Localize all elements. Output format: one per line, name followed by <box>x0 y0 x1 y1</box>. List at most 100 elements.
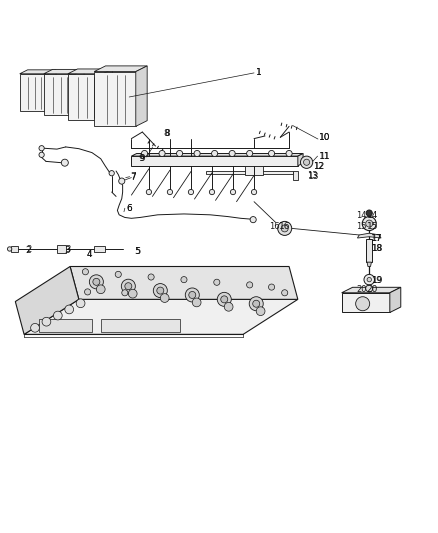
Polygon shape <box>68 69 113 74</box>
Circle shape <box>367 278 371 282</box>
Circle shape <box>362 216 376 231</box>
Text: 17: 17 <box>371 233 383 243</box>
Text: 4: 4 <box>87 250 92 259</box>
Circle shape <box>177 150 183 157</box>
Polygon shape <box>342 293 390 312</box>
Circle shape <box>82 269 88 275</box>
Text: 1: 1 <box>256 68 262 77</box>
Circle shape <box>119 178 125 184</box>
Text: 14: 14 <box>357 211 367 220</box>
Text: 16: 16 <box>279 222 291 231</box>
Circle shape <box>247 282 253 288</box>
Circle shape <box>39 152 44 157</box>
Text: 12: 12 <box>314 161 325 171</box>
Circle shape <box>89 275 103 289</box>
Circle shape <box>364 274 374 285</box>
Circle shape <box>188 189 194 195</box>
Text: 16: 16 <box>269 222 279 231</box>
Circle shape <box>282 290 288 296</box>
Polygon shape <box>44 69 84 74</box>
Text: 2: 2 <box>25 246 31 255</box>
Polygon shape <box>206 171 293 174</box>
Text: 6: 6 <box>126 204 132 213</box>
Circle shape <box>366 220 373 227</box>
Circle shape <box>214 279 220 285</box>
Text: 10: 10 <box>319 133 330 142</box>
Text: 20: 20 <box>357 285 367 294</box>
Circle shape <box>278 221 292 236</box>
Circle shape <box>221 296 228 303</box>
Polygon shape <box>20 74 48 111</box>
Circle shape <box>356 297 370 311</box>
Text: 3: 3 <box>65 245 70 254</box>
Polygon shape <box>20 70 56 74</box>
Polygon shape <box>293 171 298 180</box>
Circle shape <box>115 271 121 278</box>
Text: 9: 9 <box>139 154 145 163</box>
Polygon shape <box>68 74 103 120</box>
Text: 15: 15 <box>357 222 367 231</box>
Text: 1: 1 <box>256 68 262 77</box>
Circle shape <box>268 150 275 157</box>
Text: 19: 19 <box>372 276 384 285</box>
Polygon shape <box>131 154 303 156</box>
Circle shape <box>157 287 164 294</box>
Circle shape <box>181 277 187 282</box>
Polygon shape <box>15 266 79 334</box>
Polygon shape <box>94 71 136 126</box>
Circle shape <box>256 307 265 316</box>
Circle shape <box>65 305 74 314</box>
Circle shape <box>224 302 233 311</box>
Circle shape <box>122 290 128 296</box>
Text: 5: 5 <box>134 247 140 256</box>
Bar <box>101 319 180 332</box>
Polygon shape <box>11 246 18 252</box>
Text: 14: 14 <box>367 211 378 220</box>
Polygon shape <box>75 69 84 115</box>
Circle shape <box>7 247 12 251</box>
Text: 13: 13 <box>308 172 320 181</box>
Text: 13: 13 <box>307 171 318 180</box>
Text: 7: 7 <box>131 172 136 181</box>
Circle shape <box>148 274 154 280</box>
Polygon shape <box>70 266 298 300</box>
Text: 15: 15 <box>367 222 378 231</box>
Circle shape <box>229 150 235 157</box>
Text: 9: 9 <box>138 154 144 163</box>
Polygon shape <box>48 70 56 111</box>
Text: 10: 10 <box>319 133 330 142</box>
Circle shape <box>159 150 165 157</box>
Circle shape <box>39 146 44 151</box>
Text: 4: 4 <box>86 250 92 259</box>
Circle shape <box>281 225 288 232</box>
Circle shape <box>304 159 310 165</box>
Circle shape <box>189 292 196 298</box>
Circle shape <box>167 189 173 195</box>
Polygon shape <box>367 262 371 266</box>
Circle shape <box>247 150 253 157</box>
Circle shape <box>185 288 199 302</box>
Text: 3: 3 <box>64 246 70 255</box>
Polygon shape <box>342 287 401 293</box>
Text: 20: 20 <box>366 285 378 294</box>
Circle shape <box>366 285 373 292</box>
Polygon shape <box>136 66 147 126</box>
Circle shape <box>192 298 201 307</box>
Circle shape <box>93 278 100 285</box>
Circle shape <box>250 216 256 223</box>
Circle shape <box>366 210 372 216</box>
Text: 18: 18 <box>372 245 384 254</box>
Circle shape <box>268 284 275 290</box>
Circle shape <box>251 189 257 195</box>
Circle shape <box>109 171 114 176</box>
Circle shape <box>76 299 85 308</box>
Polygon shape <box>298 154 303 166</box>
Circle shape <box>141 150 148 157</box>
Circle shape <box>209 189 215 195</box>
Circle shape <box>230 189 236 195</box>
Polygon shape <box>94 66 147 71</box>
Polygon shape <box>57 245 66 253</box>
Text: 12: 12 <box>313 161 323 171</box>
Circle shape <box>121 279 135 293</box>
Polygon shape <box>94 246 105 252</box>
